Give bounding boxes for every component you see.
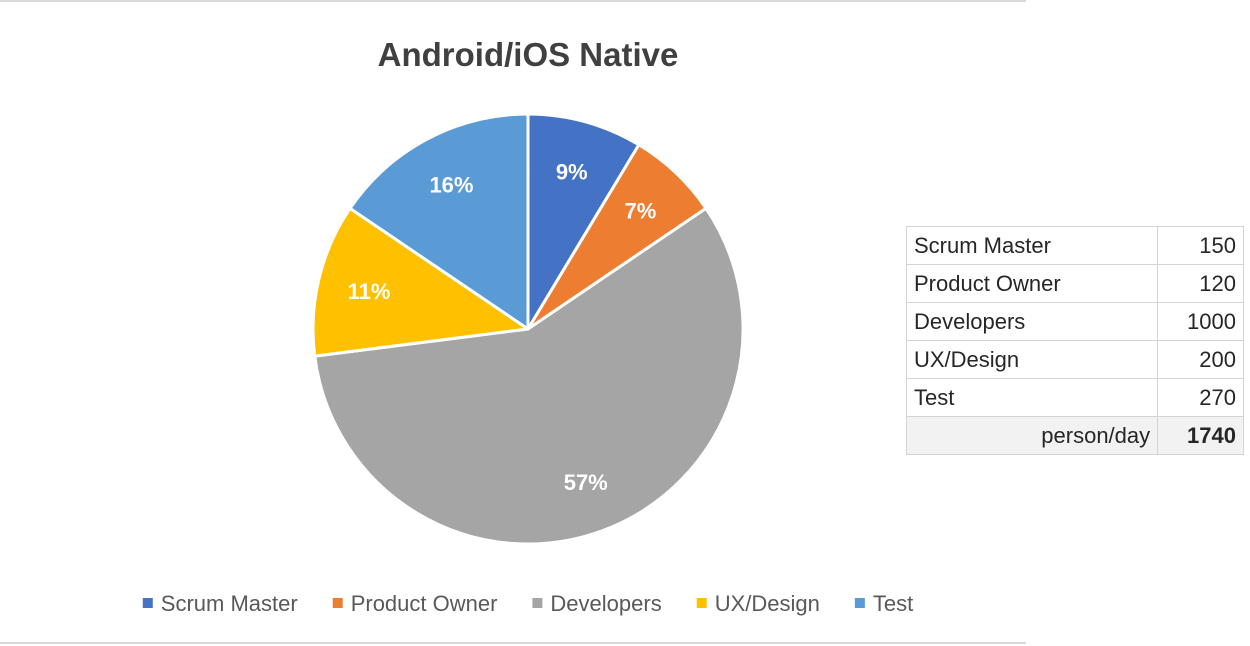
- data-label-developers: 57%: [564, 470, 608, 495]
- row-value: 1000: [1157, 302, 1244, 341]
- data-label-ux-design: 11%: [348, 279, 391, 304]
- table-row: Test 270: [905, 378, 1244, 417]
- table-row: Developers 1000: [905, 302, 1244, 341]
- row-value: 200: [1157, 340, 1244, 379]
- legend-swatch: [142, 598, 153, 608]
- row-value: 270: [1157, 378, 1244, 417]
- chart-area: Android/iOS Native 9% 7% 57% 11% 16% Scrum M…: [0, 0, 1026, 644]
- legend-label: Scrum Master: [161, 591, 298, 616]
- row-label: UX/Design: [905, 340, 1159, 379]
- table-row: Scrum Master 150: [905, 226, 1244, 265]
- legend-label: Test: [873, 591, 913, 616]
- summary-table: Scrum Master 150 Product Owner 120 Devel…: [905, 226, 1244, 455]
- row-value: 150: [1157, 226, 1244, 265]
- legend-item-test: Test: [854, 591, 913, 616]
- legend-label: UX/Design: [715, 591, 820, 616]
- legend-item-developers: Developers: [532, 591, 662, 616]
- pie-slice-scrum-master: [526, 112, 641, 331]
- legend-item-ux-design: UX/Design: [696, 591, 820, 616]
- total-row: person/day 1740: [905, 416, 1244, 455]
- legend-swatch: [332, 598, 343, 608]
- row-value: 120: [1157, 264, 1244, 303]
- pie-slice-ux-design: [311, 206, 530, 358]
- pie-slice-developers: [313, 206, 745, 546]
- row-label: Product Owner: [905, 264, 1159, 303]
- row-label: Developers: [905, 302, 1159, 341]
- legend-item-scrum-master: Scrum Master: [142, 591, 298, 616]
- pie-slices: [311, 112, 745, 546]
- data-label-test: 16%: [429, 173, 473, 198]
- row-label: Test: [905, 378, 1159, 417]
- legend-label: Product Owner: [351, 591, 498, 616]
- legend-swatch: [696, 598, 707, 608]
- total-value: 1740: [1157, 416, 1244, 455]
- legend-item-product-owner: Product Owner: [332, 591, 498, 616]
- pie-slice-test: [348, 112, 530, 331]
- data-label-scrum-master: 9%: [556, 160, 588, 185]
- table-row: UX/Design 200: [905, 340, 1244, 379]
- pie-chart: Android/iOS Native 9% 7% 57% 11% 16% Scrum M…: [142, 36, 913, 616]
- total-label: person/day: [905, 416, 1159, 455]
- table-row: Product Owner 120: [905, 264, 1244, 303]
- data-label-product-owner: 7%: [624, 198, 656, 223]
- legend-swatch: [532, 598, 543, 608]
- legend-label: Developers: [550, 591, 661, 616]
- chart-title: Android/iOS Native: [378, 36, 679, 73]
- chart-legend: Scrum Master Product Owner Developers UX/De…: [142, 591, 913, 616]
- pie-data-labels: 9% 7% 57% 11% 16%: [348, 160, 657, 495]
- row-label: Scrum Master: [905, 226, 1159, 265]
- legend-swatch: [854, 598, 865, 608]
